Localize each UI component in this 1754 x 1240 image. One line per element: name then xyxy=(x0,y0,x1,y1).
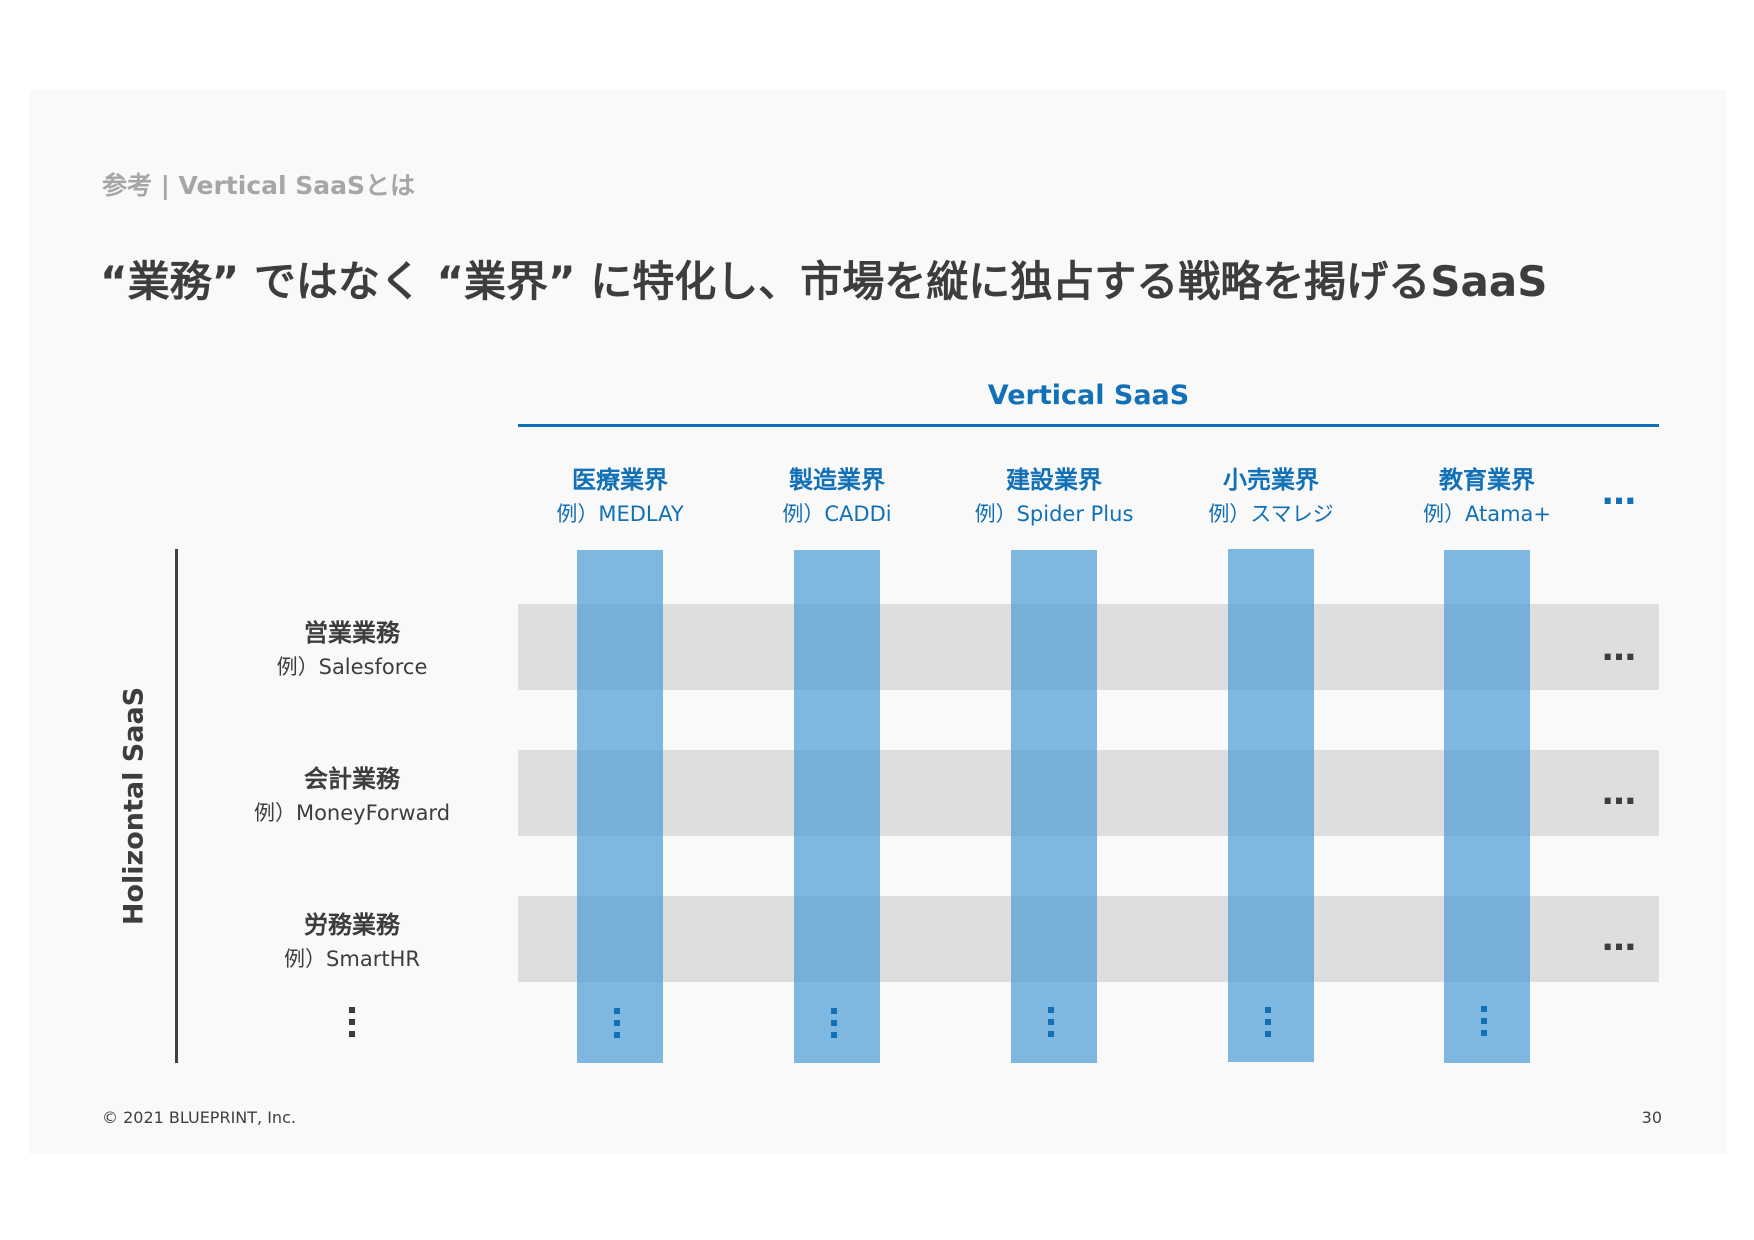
row-ellipsis-icon: … xyxy=(1602,629,1636,669)
row-name: 会計業務 xyxy=(304,765,400,793)
column-bar-manufacturing xyxy=(794,550,880,1063)
column-name: 建設業界 xyxy=(1006,466,1102,494)
column-name: 医療業界 xyxy=(572,466,668,494)
row-ellipsis-icon: … xyxy=(1602,919,1636,959)
column-bar-medical xyxy=(577,550,663,1063)
column-example: 例）Atama+ xyxy=(1422,502,1552,526)
row-vertical-ellipsis-icon xyxy=(349,1007,355,1037)
row-example: 例）Salesforce xyxy=(276,655,428,679)
vertical-saas-underline xyxy=(518,424,1659,427)
column-name: 小売業界 xyxy=(1223,466,1319,494)
column-example: 例）Spider Plus xyxy=(974,502,1134,526)
column-header-manufacturing: 製造業界 例）CADDi xyxy=(727,465,947,529)
row-ellipsis-icon: … xyxy=(1602,773,1636,813)
column-vertical-ellipsis-icon xyxy=(614,1008,620,1038)
column-vertical-ellipsis-icon xyxy=(1481,1006,1487,1036)
column-vertical-ellipsis-icon xyxy=(1048,1007,1054,1037)
column-ellipsis-icon: … xyxy=(1602,473,1636,513)
column-name: 製造業界 xyxy=(789,466,885,494)
page-title: “業務” ではなく “業界” に特化し、市場を縦に独占する戦略を掲げるSaaS xyxy=(100,257,1548,306)
column-example: 例）スマレジ xyxy=(1208,502,1334,526)
column-example: 例）CADDi xyxy=(782,502,892,526)
row-example: 例）SmartHR xyxy=(284,947,420,971)
page-number: 30 xyxy=(1641,1108,1662,1127)
row-header-labor: 労務業務 例）SmartHR xyxy=(222,910,482,974)
column-name: 教育業界 xyxy=(1439,466,1535,494)
row-header-accounting: 会計業務 例）MoneyForward xyxy=(222,764,482,828)
column-header-medical: 医療業界 例）MEDLAY xyxy=(510,465,730,529)
row-header-sales: 営業業務 例）Salesforce xyxy=(222,618,482,682)
row-name: 労務業務 xyxy=(304,911,400,939)
breadcrumb: 参考 | Vertical SaaSとは xyxy=(102,171,416,200)
column-header-construction: 建設業界 例）Spider Plus xyxy=(944,465,1164,529)
row-example: 例）MoneyForward xyxy=(253,801,451,825)
column-bar-education xyxy=(1444,550,1530,1063)
column-header-retail: 小売業界 例）スマレジ xyxy=(1161,465,1381,529)
column-bar-construction xyxy=(1011,550,1097,1063)
column-header-education: 教育業界 例）Atama+ xyxy=(1377,465,1597,529)
copyright: © 2021 BLUEPRINT, Inc. xyxy=(102,1108,296,1127)
horizontal-saas-label: Holizontal SaaS xyxy=(118,686,150,926)
vertical-saas-label: Vertical SaaS xyxy=(987,380,1190,411)
row-name: 営業業務 xyxy=(304,619,400,647)
column-vertical-ellipsis-icon xyxy=(831,1008,837,1038)
column-example: 例）MEDLAY xyxy=(556,502,684,526)
column-vertical-ellipsis-icon xyxy=(1265,1007,1271,1037)
horizontal-saas-axis-line xyxy=(175,549,178,1063)
column-bar-retail xyxy=(1228,549,1314,1062)
